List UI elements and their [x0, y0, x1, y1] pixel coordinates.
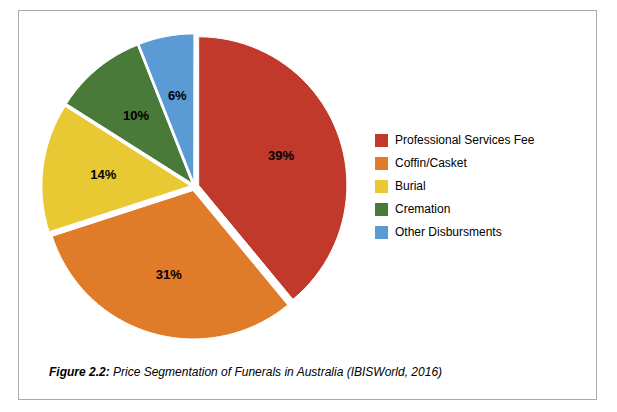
html-text:Other Disbursments: Other Disbursments [395, 225, 502, 239]
svg-text:39%: 39% [268, 148, 294, 163]
html-text:Cremation: Cremation [395, 202, 451, 216]
html-text:Coffin/Casket: Coffin/Casket [395, 156, 467, 170]
svg-text:10%: 10% [123, 108, 149, 123]
html-text:Professional Services Fee: Professional Services Fee [395, 133, 535, 147]
svg-text:14%: 14% [90, 167, 116, 182]
html-text:Figure 2.2: Price Segmentation: Figure 2.2: Price Segmentation of Funera… [49, 365, 443, 379]
svg-text:6%: 6% [168, 88, 187, 103]
svg-text:31%: 31% [156, 267, 182, 282]
html-text:Burial: Burial [395, 179, 426, 193]
